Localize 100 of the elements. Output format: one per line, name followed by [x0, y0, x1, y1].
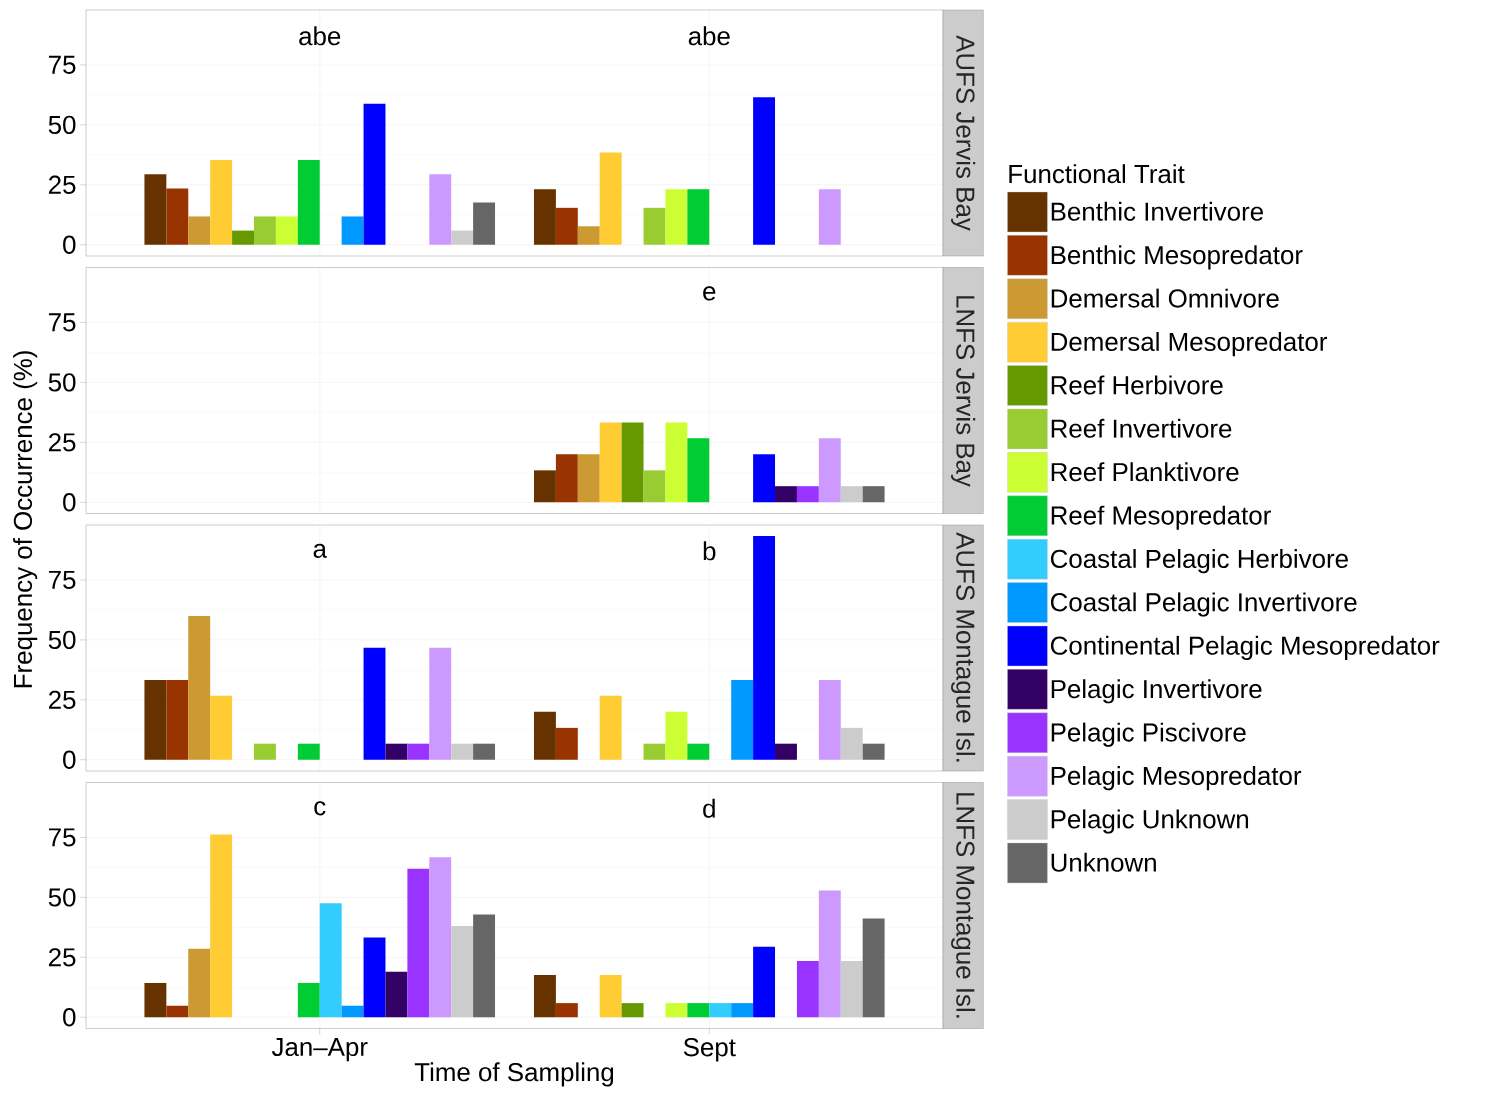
bar — [665, 1003, 688, 1018]
bar — [407, 743, 430, 760]
y-tick-label: 25 — [48, 433, 76, 452]
bar — [210, 834, 233, 1018]
x-tick-label: Sept — [683, 1038, 736, 1062]
legend-label: Reef Mesopredator — [1051, 505, 1271, 530]
annotation: b — [703, 541, 716, 561]
bar — [166, 1005, 189, 1018]
text: AUFS Jervis Bay — [951, 35, 976, 231]
annotation: c — [314, 801, 326, 816]
bar — [665, 711, 688, 760]
legend-label: Unknown — [1051, 852, 1156, 872]
legend-label: Demersal Omnivore — [1051, 288, 1279, 308]
legend-label: Continental Pelagic Mesopredator — [1050, 635, 1440, 660]
bar — [599, 152, 622, 245]
legend-title: Functional Trait — [1009, 164, 1185, 184]
x-tick-label: Jan–Apr — [271, 1038, 368, 1062]
bar — [840, 727, 863, 760]
y-tick-label: 50 — [48, 888, 76, 907]
bar — [385, 743, 408, 760]
bar — [188, 615, 211, 760]
bar — [451, 230, 474, 245]
bar — [775, 743, 797, 760]
y-tick-label: 75 — [49, 313, 76, 332]
bar — [818, 890, 841, 1018]
bar — [363, 103, 386, 245]
legend-label: Reef Herbivore — [1051, 375, 1223, 395]
legend-label: Pelagic Invertivore — [1051, 679, 1262, 704]
bar — [210, 160, 233, 245]
bar — [254, 743, 276, 760]
y-tick-label: 25 — [48, 175, 76, 194]
bar — [621, 1003, 644, 1018]
annotation: e — [703, 286, 716, 301]
bar — [341, 1005, 364, 1018]
bar — [818, 189, 841, 245]
y-tick-label: 25 — [48, 948, 76, 967]
legend-label: Reef Invertivore — [1051, 418, 1232, 438]
bar — [188, 948, 211, 1018]
annotation: abe — [299, 26, 341, 46]
bar — [709, 1003, 732, 1018]
bar — [796, 960, 819, 1018]
bar — [577, 226, 600, 245]
y-tick-label: 0 — [63, 235, 76, 254]
bar — [363, 647, 386, 760]
bar — [687, 189, 710, 245]
bar — [166, 679, 189, 760]
legend-label: Demersal Mesopredator — [1051, 332, 1327, 357]
bar — [254, 216, 276, 245]
bar — [555, 727, 578, 760]
bar — [731, 1003, 754, 1018]
bar — [665, 189, 688, 245]
text: LNFS Jervis Bay — [951, 296, 976, 487]
bar — [643, 743, 666, 760]
bar — [753, 946, 776, 1018]
y-axis-title: Frequency of Occurrence (%) — [13, 351, 38, 688]
bar — [407, 868, 430, 1018]
bar — [731, 679, 754, 760]
y-tick-label: 25 — [48, 690, 76, 709]
y-tick-label: 50 — [48, 630, 76, 650]
bar — [862, 743, 885, 760]
bar — [144, 679, 167, 760]
bar — [144, 174, 167, 245]
bar — [753, 97, 776, 245]
legend-label: Pelagic Unknown — [1051, 809, 1249, 834]
text: AUFS Montague Isl. — [951, 532, 976, 762]
bar — [363, 937, 386, 1018]
bar — [555, 207, 578, 245]
annotation: abe — [688, 26, 730, 46]
bar — [687, 743, 710, 760]
bar — [166, 188, 189, 245]
bar — [188, 216, 211, 245]
legend-label: Reef Planktivore — [1051, 462, 1239, 482]
y-tick-label: 0 — [63, 750, 76, 769]
bar — [555, 1003, 578, 1018]
legend-label: Pelagic Piscivore — [1051, 722, 1246, 747]
bar — [210, 695, 233, 760]
bar — [275, 216, 298, 245]
y-tick-label: 50 — [48, 115, 76, 135]
bar — [429, 647, 452, 760]
bar — [144, 982, 167, 1018]
bar — [385, 971, 408, 1018]
y-tick-label: 0 — [63, 493, 76, 512]
bar — [473, 914, 496, 1018]
bar — [643, 207, 666, 245]
y-tick-label: 75 — [49, 828, 76, 847]
y-tick-label: 75 — [49, 570, 76, 589]
bar — [840, 960, 863, 1018]
legend-label: Coastal Pelagic Invertivore — [1050, 592, 1357, 617]
bar — [232, 230, 254, 245]
bar — [687, 1003, 710, 1018]
bar — [533, 189, 556, 245]
bar — [451, 925, 474, 1018]
bar — [753, 536, 776, 760]
x-axis-title: Time of Sampling — [414, 1062, 614, 1087]
annotation: a — [313, 543, 327, 558]
bar — [297, 982, 320, 1018]
bar — [429, 174, 452, 245]
text: LNFS Montague Isl. — [951, 793, 976, 1018]
bar — [429, 857, 452, 1018]
bar — [862, 918, 885, 1018]
